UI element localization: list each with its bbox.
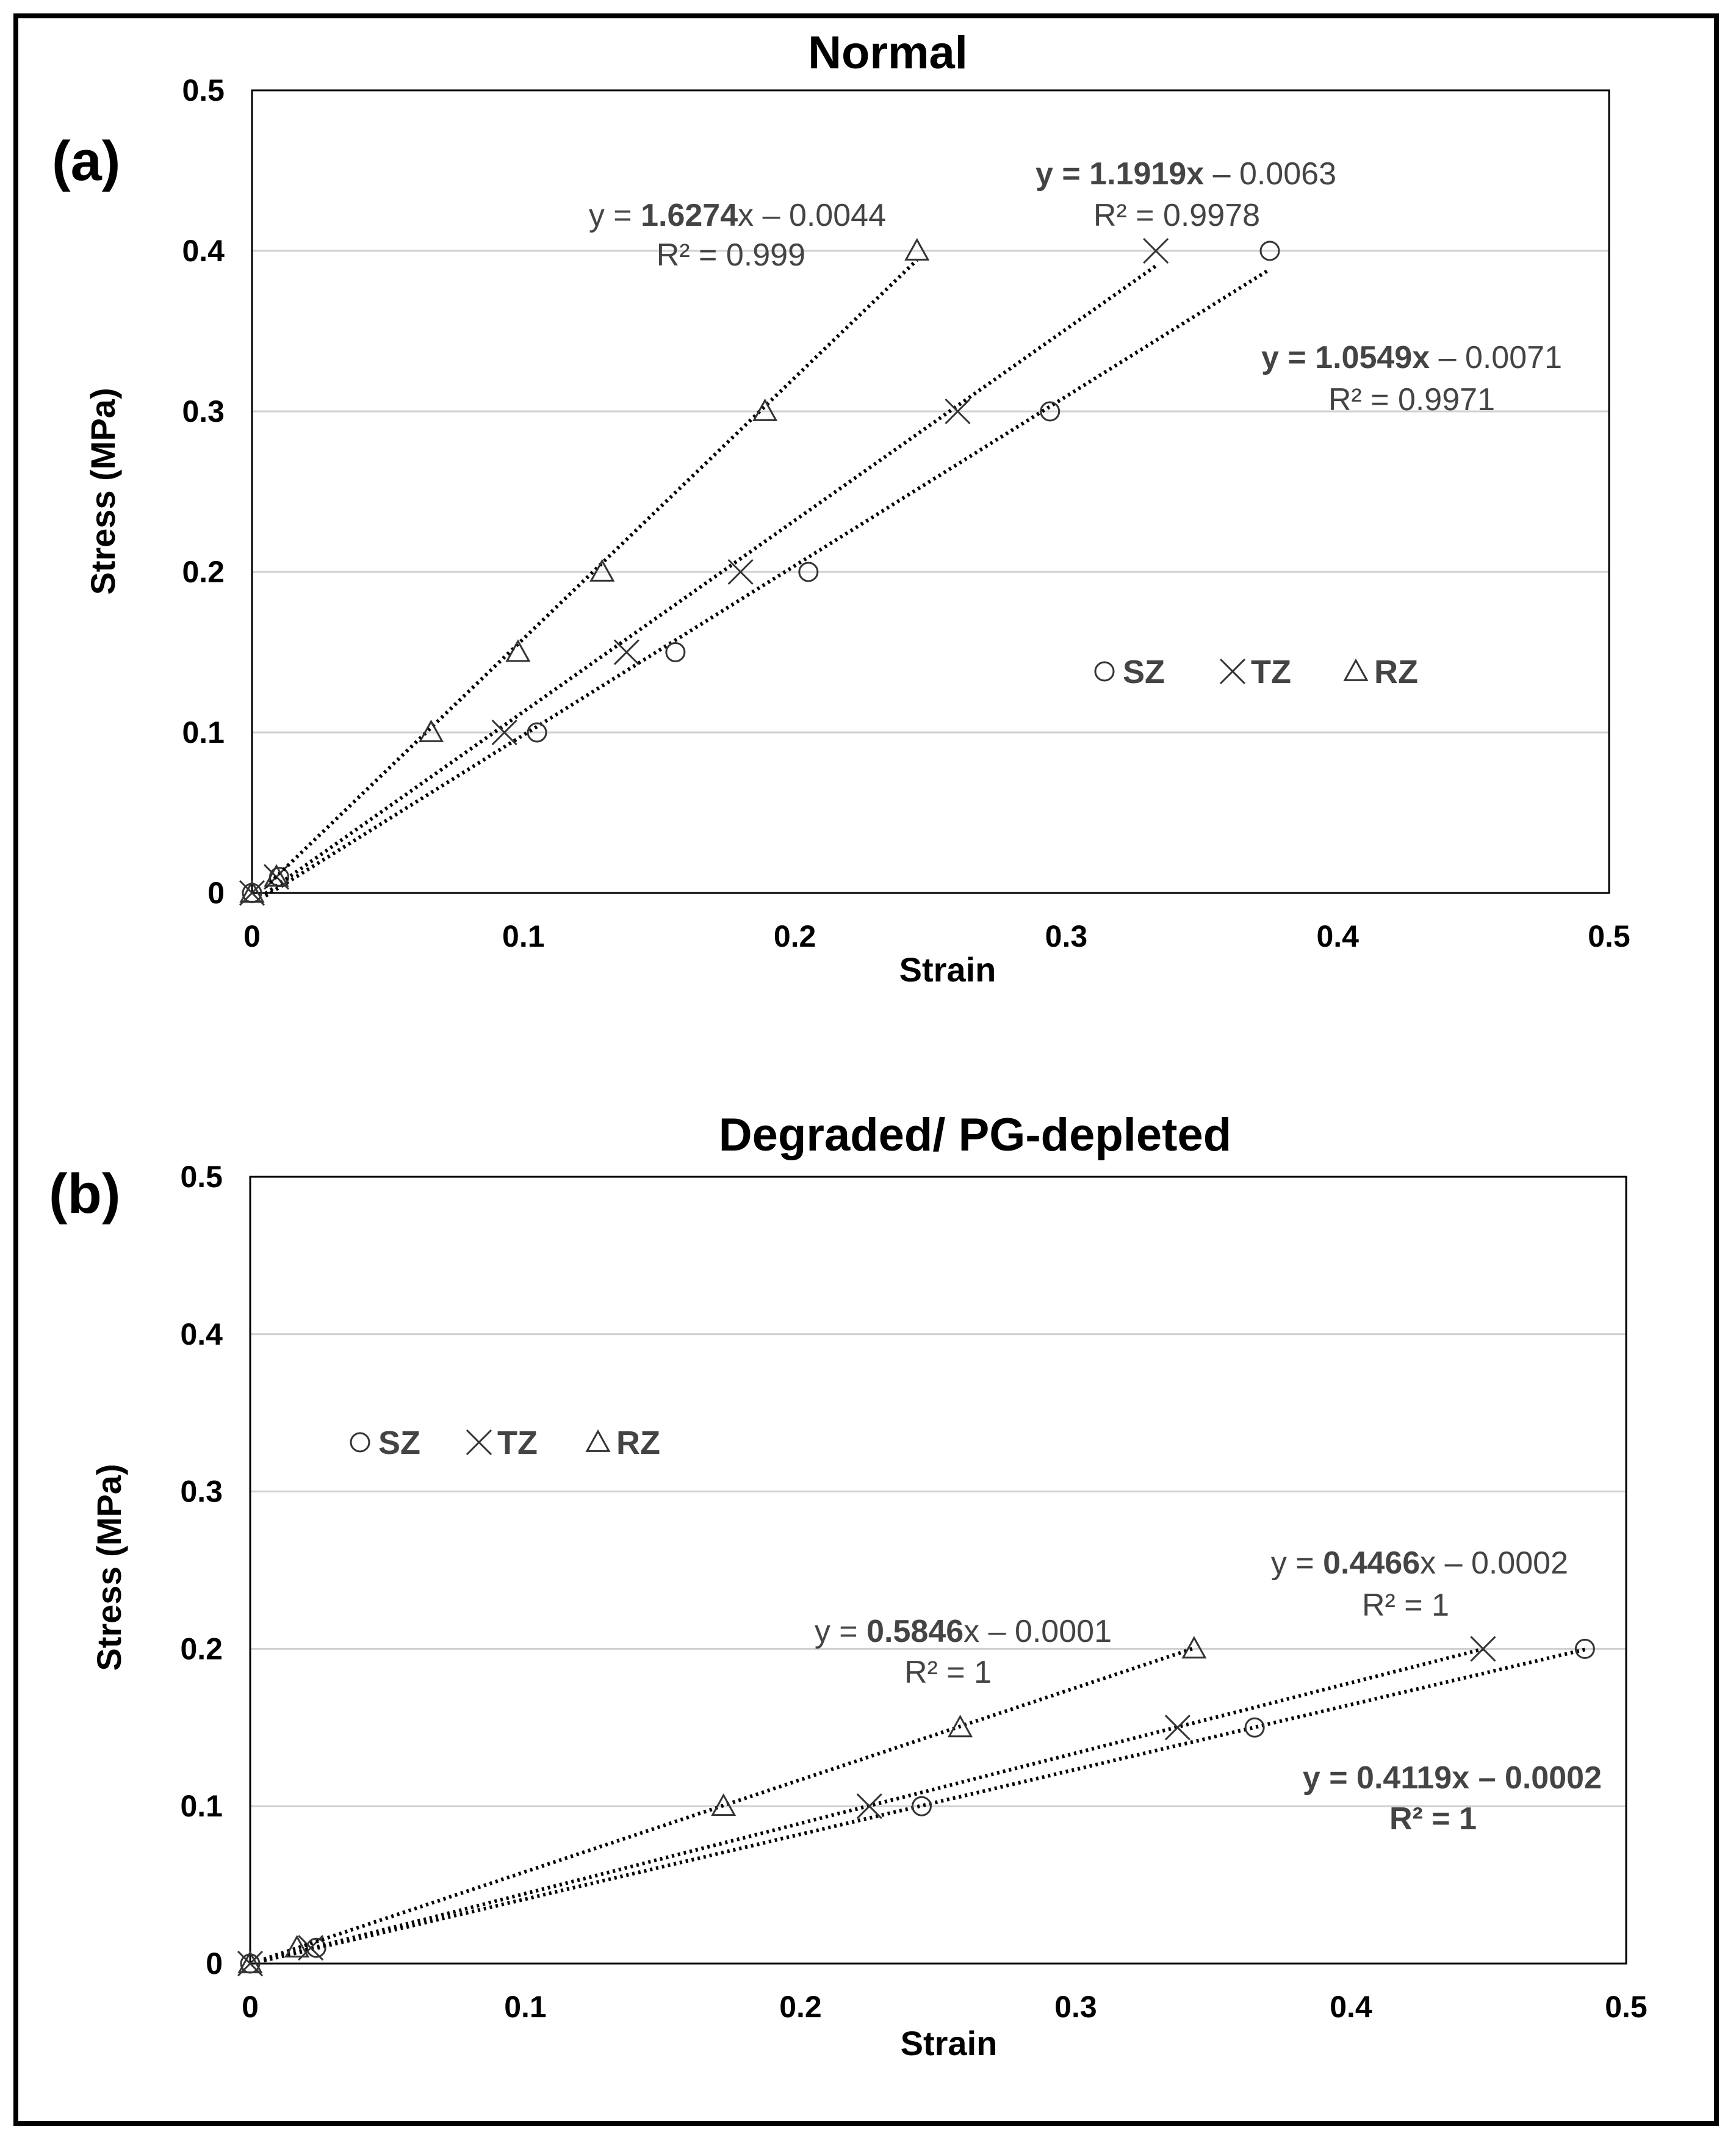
trendline-sz — [264, 267, 1271, 898]
trendline-tz — [263, 1647, 1484, 1962]
y-tick-label: 0.1 — [182, 715, 225, 750]
data-point-rz — [948, 1715, 973, 1738]
y-tick-label: 0.5 — [182, 73, 225, 107]
y-tick-label: 0.4 — [180, 1317, 223, 1351]
y-tick-label: 0.2 — [180, 1632, 223, 1666]
trend-equation-rz: y = 1.6274x – 0.0044 — [589, 198, 886, 233]
data-point-tz — [856, 1793, 882, 1820]
trend-equation-tz: y = 0.4466x – 0.0002 — [1271, 1545, 1568, 1581]
legend-marker-sz — [350, 1432, 370, 1453]
data-point-tz — [1143, 237, 1169, 264]
data-point-sz — [527, 722, 547, 743]
trend-equation-rz: y = 0.5846x – 0.0001 — [815, 1614, 1112, 1649]
data-point-sz — [1040, 401, 1061, 422]
legend-marker-rz — [585, 1429, 611, 1452]
panel-b: (b) Degraded/ PG-depleted 0 0.1 0.2 0.3 0.4 0.5… — [49, 1109, 1648, 2062]
data-point-tz — [491, 719, 517, 746]
data-point-tz — [1470, 1636, 1496, 1662]
r-squared-tz: R² = 1 — [1362, 1588, 1449, 1623]
y-tick-label: 0.4 — [182, 234, 225, 268]
data-point-sz — [665, 642, 686, 662]
legend-label-sz: SZ — [1123, 654, 1165, 690]
data-point-rz — [419, 719, 444, 742]
x-tick-label: 0 — [243, 919, 261, 953]
x-tick-label: 0.1 — [504, 1990, 547, 2024]
x-tick-label: 0.5 — [1605, 1990, 1648, 2024]
data-point-rz — [505, 639, 531, 662]
data-point-tz — [945, 398, 971, 425]
x-tick-label: 0.3 — [1054, 1990, 1097, 2024]
data-point-rz — [711, 1793, 737, 1816]
trend-equation-sz: y = 1.0549x – 0.0071 — [1261, 340, 1562, 375]
data-point-rz — [284, 1935, 310, 1958]
chart-title: Normal — [808, 27, 968, 79]
legend-marker-tz — [1219, 658, 1246, 685]
x-tick-label: 0.1 — [502, 919, 545, 953]
legend-label-rz: RZ — [1374, 654, 1418, 690]
y-tick-label: 0.3 — [182, 394, 225, 428]
legend-label-sz: SZ — [378, 1425, 420, 1461]
y-axis-label: Stress (MPa) — [90, 1464, 128, 1671]
y-tick-label: 0.1 — [180, 1789, 223, 1823]
y-tick-label: 0.2 — [182, 555, 225, 589]
trendline-rz — [264, 258, 918, 889]
legend-label-tz: TZ — [497, 1425, 538, 1461]
data-point-tz — [1164, 1715, 1190, 1741]
r-squared-rz: R² = 0.999 — [657, 237, 805, 273]
trendline-tz — [264, 264, 1157, 895]
legend-marker-tz — [466, 1429, 492, 1456]
legend-label-rz: RZ — [616, 1425, 660, 1461]
x-tick-label: 0 — [242, 1990, 259, 2024]
x-tick-label: 0.4 — [1330, 1990, 1372, 2024]
y-tick-label: 0.3 — [180, 1475, 223, 1509]
legend-label-tz: TZ — [1251, 654, 1291, 690]
plot-area — [251, 89, 1610, 894]
r-squared-sz: R² = 0.9971 — [1328, 382, 1495, 417]
x-axis-label: Strain — [899, 950, 996, 989]
x-tick-label: 0.2 — [779, 1990, 822, 2024]
y-axis-label: Stress (MPa) — [84, 388, 122, 594]
figure-frame — [13, 13, 1719, 2126]
data-point-rz — [904, 237, 930, 261]
r-squared-rz: R² = 1 — [904, 1655, 992, 1690]
data-point-sz — [798, 562, 819, 582]
trendline-sz — [263, 1647, 1586, 1963]
data-point-sz — [911, 1796, 932, 1816]
data-point-sz — [1244, 1717, 1265, 1738]
r-squared-sz: R² = 1 — [1389, 1801, 1477, 1837]
y-tick-label: 0.5 — [180, 1160, 223, 1194]
panel-a: (a) Normal 0 0.1 0.2 0.3 0.4 0.5 0 0.1 0.2 0.3 0.4 0.… — [52, 27, 1630, 989]
r-squared-tz: R² = 0.9978 — [1093, 198, 1260, 233]
trend-equation-sz: y = 0.4119x – 0.0002 — [1303, 1760, 1602, 1796]
panel-label: (b) — [49, 1163, 120, 1225]
panel-label: (a) — [52, 130, 120, 192]
y-tick-label: 0 — [207, 876, 225, 910]
plot-area — [249, 1176, 1627, 1965]
x-tick-label: 0.5 — [1588, 919, 1630, 953]
data-point-rz — [264, 864, 289, 887]
data-point-tz — [727, 558, 754, 585]
data-point-rz — [589, 558, 615, 582]
x-tick-label: 0.3 — [1045, 919, 1088, 953]
trend-equation-tz: y = 1.1919x – 0.0063 — [1035, 156, 1336, 192]
x-tick-label: 0.2 — [774, 919, 816, 953]
data-point-tz — [613, 639, 639, 665]
legend-marker-sz — [1094, 661, 1115, 682]
y-tick-label: 0 — [206, 1946, 223, 1981]
x-tick-label: 0.4 — [1316, 919, 1359, 953]
data-point-rz — [239, 880, 265, 903]
data-point-rz — [1181, 1636, 1207, 1659]
chart-title: Degraded/ PG-depleted — [719, 1109, 1231, 1161]
x-axis-label: Strain — [901, 2024, 998, 2062]
data-point-sz — [1259, 240, 1280, 261]
data-point-rz — [237, 1950, 263, 1973]
legend-marker-rz — [1343, 658, 1369, 681]
data-point-sz — [1574, 1638, 1595, 1659]
data-point-rz — [752, 398, 778, 421]
